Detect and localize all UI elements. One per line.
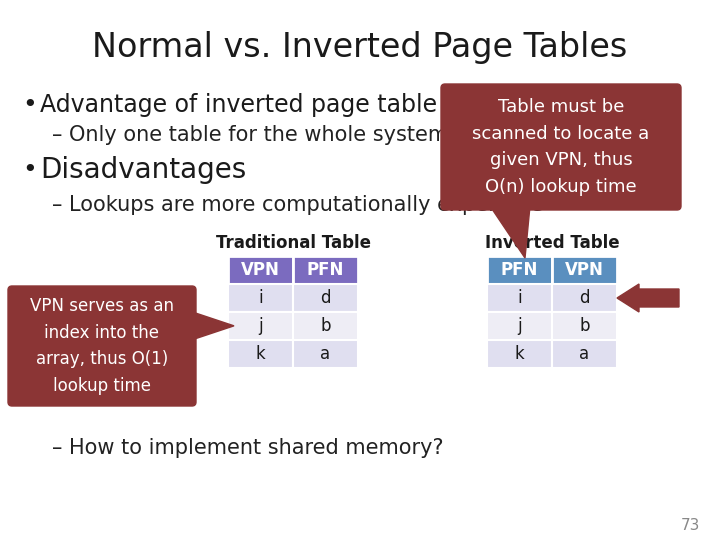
Text: j: j bbox=[517, 317, 522, 335]
Text: Disadvantages: Disadvantages bbox=[40, 156, 246, 184]
Text: a: a bbox=[320, 345, 330, 363]
Bar bbox=[552, 256, 617, 284]
Bar bbox=[293, 312, 358, 340]
Bar bbox=[487, 312, 552, 340]
Text: a: a bbox=[580, 345, 590, 363]
FancyBboxPatch shape bbox=[441, 84, 681, 210]
Text: VPN: VPN bbox=[565, 261, 604, 279]
Text: i: i bbox=[258, 289, 263, 307]
Bar bbox=[487, 340, 552, 368]
Text: PFN: PFN bbox=[307, 261, 344, 279]
Text: Advantage of inverted page table: Advantage of inverted page table bbox=[40, 93, 437, 117]
Text: j: j bbox=[258, 317, 263, 335]
Text: d: d bbox=[580, 289, 590, 307]
Bar bbox=[487, 284, 552, 312]
Bar bbox=[228, 256, 293, 284]
Text: PFN: PFN bbox=[501, 261, 538, 279]
Text: b: b bbox=[580, 317, 590, 335]
Bar bbox=[228, 340, 293, 368]
Text: Normal vs. Inverted Page Tables: Normal vs. Inverted Page Tables bbox=[92, 31, 628, 64]
Text: i: i bbox=[517, 289, 522, 307]
Text: – Only one table for the whole system: – Only one table for the whole system bbox=[52, 125, 448, 145]
Bar bbox=[552, 284, 617, 312]
Polygon shape bbox=[490, 206, 530, 258]
Text: •: • bbox=[22, 93, 37, 117]
Bar bbox=[552, 340, 617, 368]
Text: 73: 73 bbox=[680, 517, 700, 532]
Bar bbox=[293, 284, 358, 312]
Bar bbox=[228, 284, 293, 312]
Text: k: k bbox=[256, 345, 266, 363]
Text: VPN: VPN bbox=[241, 261, 280, 279]
Text: – Lookups are more computationally expensive: – Lookups are more computationally expen… bbox=[52, 195, 544, 215]
Text: Table must be
scanned to locate a
given VPN, thus
O(n) lookup time: Table must be scanned to locate a given … bbox=[472, 98, 649, 195]
FancyBboxPatch shape bbox=[8, 286, 196, 406]
Text: k: k bbox=[515, 345, 524, 363]
Bar bbox=[228, 312, 293, 340]
Bar bbox=[552, 312, 617, 340]
Text: d: d bbox=[320, 289, 330, 307]
Text: •: • bbox=[22, 158, 37, 182]
Text: b: b bbox=[320, 317, 330, 335]
Bar bbox=[293, 256, 358, 284]
FancyArrow shape bbox=[617, 284, 679, 312]
Polygon shape bbox=[192, 312, 234, 340]
Bar bbox=[293, 340, 358, 368]
Text: Inverted Table: Inverted Table bbox=[485, 234, 619, 252]
Text: VPN serves as an
index into the
array, thus O(1)
lookup time: VPN serves as an index into the array, t… bbox=[30, 298, 174, 395]
Text: – How to implement shared memory?: – How to implement shared memory? bbox=[52, 438, 444, 458]
Text: Traditional Table: Traditional Table bbox=[215, 234, 371, 252]
Bar bbox=[487, 256, 552, 284]
